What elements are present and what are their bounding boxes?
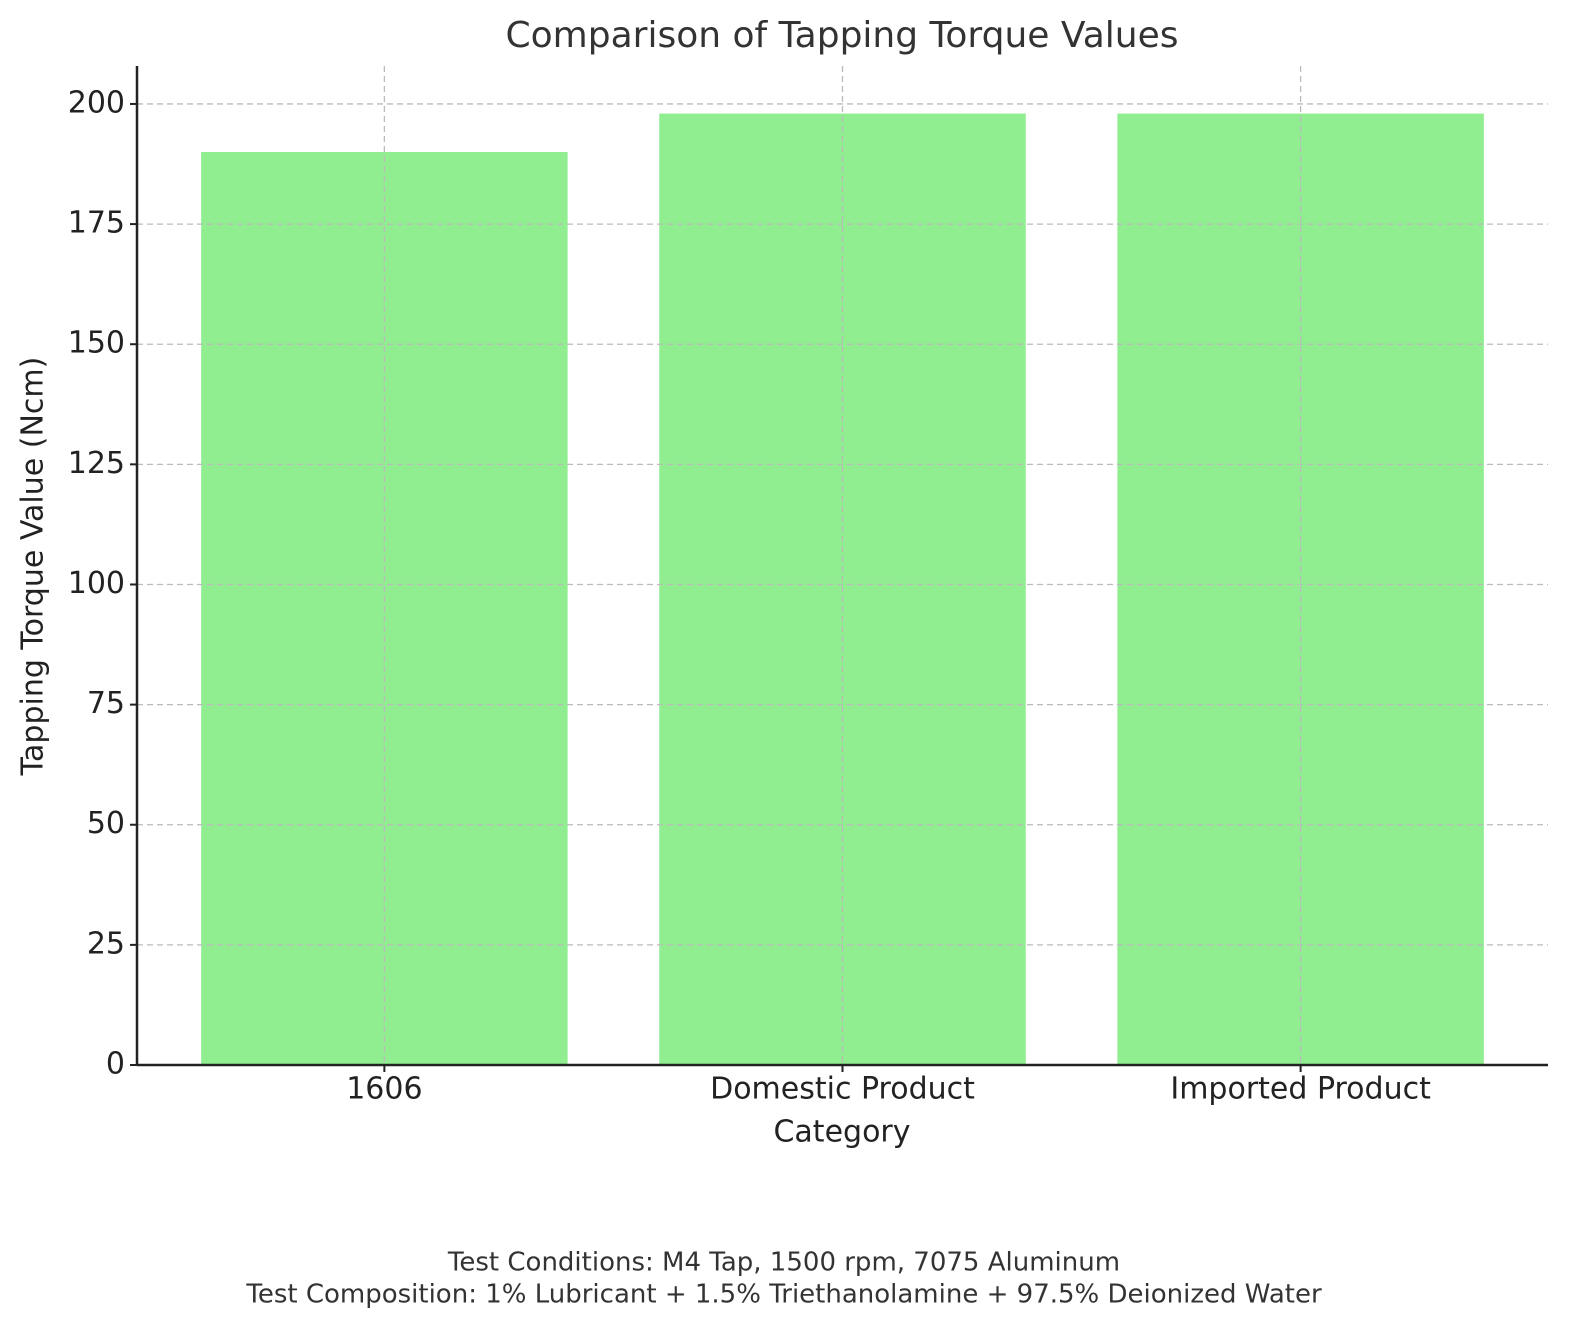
y-tick-label: 200 [68, 85, 125, 120]
y-axis-label: Tapping Torque Value (Ncm) [16, 357, 51, 777]
x-tick-label: Domestic Product [710, 1072, 975, 1107]
y-tick-label: 50 [87, 806, 125, 841]
note: Test Conditions: M4 Tap, 1500 rpm, 7075 … [447, 1248, 1120, 1278]
y-tick-label: 0 [106, 1047, 125, 1082]
chart-title: Comparison of Tapping Torque Values [506, 15, 1179, 56]
y-tick-label: 25 [87, 926, 125, 961]
y-tick-label: 100 [68, 566, 125, 601]
x-tick-label: 1606 [346, 1072, 422, 1107]
y-tick-label: 75 [87, 686, 125, 721]
y-tick-label: 125 [68, 446, 125, 481]
x-axis-label: Category [773, 1115, 910, 1150]
y-tick-label: 175 [68, 206, 125, 241]
note: Test Composition: 1% Lubricant + 1.5% Tr… [245, 1280, 1322, 1310]
x-tick-label: Imported Product [1170, 1072, 1431, 1107]
y-tick-label: 150 [68, 326, 125, 361]
